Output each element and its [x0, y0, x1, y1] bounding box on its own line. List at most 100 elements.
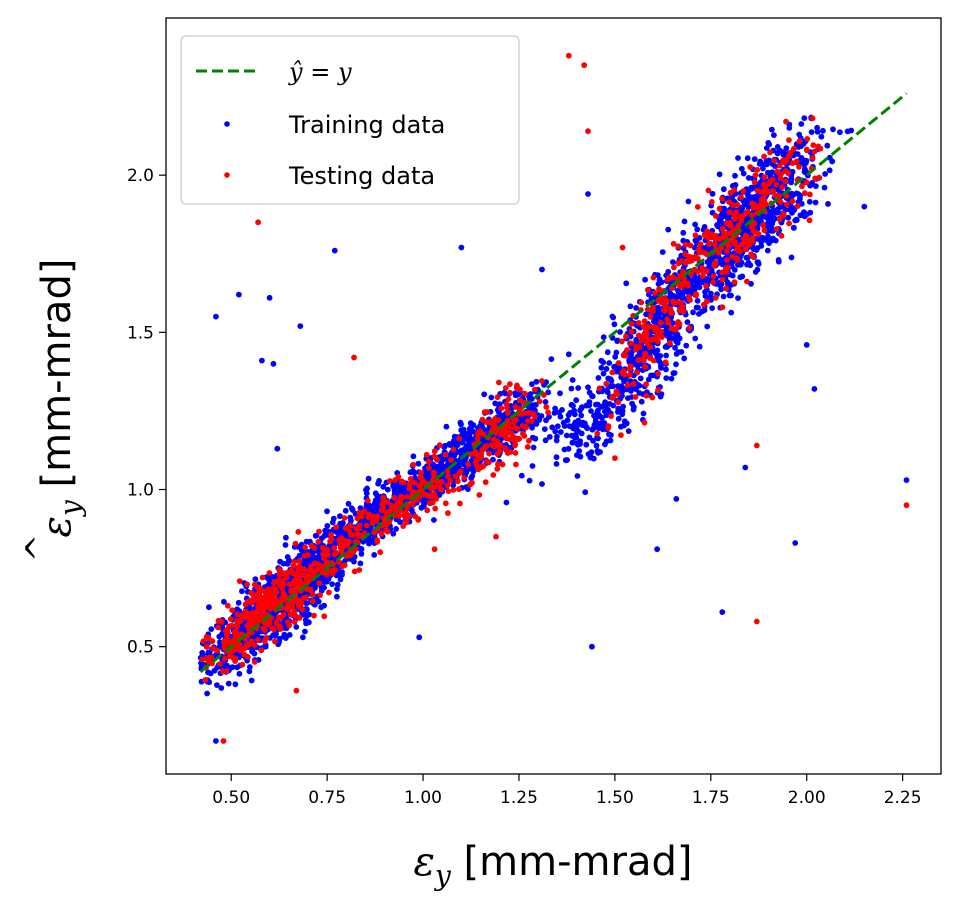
data-point — [232, 655, 239, 662]
data-point — [476, 492, 483, 498]
data-point — [628, 340, 634, 347]
data-point — [759, 161, 766, 168]
data-point — [750, 204, 757, 211]
data-point — [712, 259, 719, 266]
data-point — [573, 397, 580, 404]
data-point — [356, 567, 363, 573]
data-point — [426, 500, 433, 506]
data-point — [785, 170, 791, 176]
data-point — [582, 489, 589, 496]
legend-training-marker — [224, 121, 230, 127]
data-point — [815, 143, 822, 150]
data-point — [822, 171, 828, 177]
data-point — [706, 241, 713, 248]
data-point — [283, 534, 289, 541]
data-point — [812, 175, 818, 182]
data-point — [333, 524, 339, 530]
data-point — [652, 350, 659, 357]
data-point — [758, 237, 765, 244]
outlier-point — [581, 62, 588, 69]
data-point — [667, 290, 674, 297]
data-point — [465, 461, 471, 468]
data-point — [649, 394, 656, 401]
data-point — [770, 188, 776, 194]
data-point — [652, 317, 658, 324]
data-point — [738, 165, 745, 172]
data-point — [515, 391, 522, 398]
data-point — [260, 625, 266, 632]
data-point — [620, 368, 627, 374]
data-point — [374, 537, 380, 544]
outlier-point — [266, 294, 273, 301]
x-tick-label: 0.50 — [212, 788, 250, 808]
data-point — [236, 578, 243, 584]
data-point — [791, 207, 797, 214]
data-point — [684, 319, 691, 325]
data-point — [810, 142, 817, 149]
outlier-point — [654, 546, 660, 553]
data-point — [221, 655, 228, 662]
reference-line-layer — [199, 92, 908, 673]
data-point — [378, 530, 385, 537]
data-point — [804, 136, 811, 142]
x-tick-label: 2.25 — [884, 788, 922, 808]
data-point — [442, 451, 449, 458]
data-point — [793, 190, 800, 197]
data-point — [200, 638, 207, 645]
data-point — [513, 384, 520, 391]
outlier-point — [612, 455, 618, 461]
data-point — [586, 434, 593, 441]
data-point — [745, 192, 751, 199]
data-point — [303, 600, 310, 607]
data-point — [285, 558, 292, 565]
data-point — [326, 589, 332, 596]
data-point — [474, 463, 480, 469]
data-point — [235, 642, 242, 648]
data-point — [608, 413, 614, 419]
data-point — [663, 352, 669, 359]
data-point — [239, 588, 245, 595]
outlier-point — [493, 533, 499, 540]
data-point — [598, 357, 605, 364]
data-point — [598, 404, 604, 410]
data-point — [721, 210, 727, 217]
data-point — [803, 179, 810, 186]
data-point — [228, 664, 235, 671]
data-point — [568, 432, 575, 439]
data-point — [388, 502, 395, 509]
data-point — [796, 138, 803, 145]
data-point — [266, 570, 273, 576]
data-point — [199, 656, 206, 663]
data-point — [276, 614, 282, 621]
data-point — [754, 167, 761, 173]
data-point — [773, 181, 780, 188]
data-point — [578, 412, 585, 419]
data-point — [348, 522, 354, 529]
data-point — [512, 442, 518, 449]
outlier-point — [297, 323, 304, 329]
data-point — [255, 637, 261, 643]
outlier-point — [236, 291, 242, 298]
data-point — [493, 430, 500, 436]
data-point — [456, 486, 462, 492]
data-point — [457, 500, 463, 507]
data-point — [530, 444, 537, 451]
data-point — [321, 613, 328, 620]
data-point — [670, 240, 677, 247]
data-point — [280, 570, 287, 577]
data-point — [232, 635, 239, 642]
data-point — [837, 129, 843, 136]
data-point — [341, 562, 348, 569]
data-point — [666, 332, 673, 338]
data-point — [290, 587, 296, 593]
data-point — [494, 438, 501, 445]
data-point — [557, 390, 563, 397]
data-point — [674, 340, 681, 346]
data-point — [334, 581, 341, 588]
data-point — [248, 677, 255, 684]
data-point — [286, 622, 292, 629]
data-point — [809, 155, 816, 161]
data-point — [494, 451, 501, 457]
data-point — [696, 311, 702, 317]
data-point — [565, 412, 572, 418]
